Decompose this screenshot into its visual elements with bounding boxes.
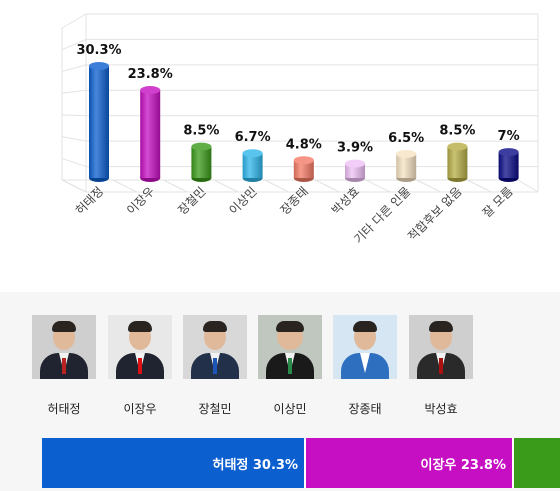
category-label: 허태정	[73, 184, 106, 217]
grid-line	[61, 13, 87, 29]
grid-line	[416, 179, 441, 193]
grid-line	[365, 179, 391, 193]
bar-top	[498, 148, 519, 157]
candidate-name: 이장우	[123, 402, 157, 416]
candidate-name: 장철민	[198, 402, 232, 416]
bar	[345, 163, 365, 178]
share-bar-segment: 이장우 23.8%	[304, 438, 512, 488]
bar-top	[447, 142, 468, 151]
bar	[498, 152, 519, 178]
grid-line	[61, 136, 87, 142]
candidate-name: 장종태	[348, 402, 382, 416]
candidate-card: 이상민	[258, 315, 322, 416]
grid-line	[315, 179, 340, 193]
bar	[293, 160, 314, 178]
candidate-card: 이장우	[108, 315, 172, 416]
candidate-photo	[32, 315, 96, 379]
candidate-card: 박성효	[409, 315, 473, 416]
category-label: 잘 모름	[480, 184, 516, 220]
bar	[140, 90, 161, 178]
share-bar-label: 허태정 30.3%	[212, 457, 298, 473]
bar	[191, 146, 212, 178]
bar	[447, 146, 468, 178]
bar	[396, 153, 417, 178]
candidate-card: 장종태	[333, 315, 397, 416]
grid-line	[163, 179, 188, 193]
candidate-name: 박성효	[424, 402, 458, 416]
grid-line	[61, 114, 87, 117]
bar-chart: 30.3% 허태정 23.8% 이장우 8.5% 장철민 6.7% 이상민 4.8% 장종태 3.9…	[61, 13, 539, 247]
candidate-name: 허태정	[47, 402, 81, 416]
data-label: 6.7%	[235, 130, 271, 145]
data-label: 30.3%	[76, 43, 121, 58]
candidate-card: 장철민	[183, 315, 247, 416]
share-bar-segment	[512, 438, 560, 488]
candidate-photo	[333, 315, 397, 379]
candidate-card: 허태정	[32, 315, 96, 416]
share-bar: 허태정 30.3% 이장우 23.8%	[42, 438, 560, 488]
chart-svg: 30.3%허태정23.8%이장우8.5%장철민6.7%이상민4.8%장종태3.9…	[61, 13, 539, 246]
data-label: 7%	[498, 129, 520, 144]
grid-line	[61, 157, 87, 168]
category-label: 적합후보 없음	[405, 184, 464, 243]
share-bar-segment: 허태정 30.3%	[42, 438, 304, 488]
candidate-name: 이상민	[273, 402, 307, 416]
grid-line	[61, 179, 87, 193]
bar-top	[140, 86, 161, 95]
data-label: 3.9%	[337, 141, 373, 156]
bar-top	[89, 62, 109, 70]
data-label: 8.5%	[439, 124, 475, 139]
category-label: 이장우	[124, 184, 157, 217]
grid-line	[213, 179, 239, 193]
bar-top	[242, 149, 263, 158]
bar	[242, 153, 263, 178]
grid-line	[517, 179, 539, 193]
grid-line	[264, 179, 289, 193]
candidate-photo	[258, 315, 322, 379]
category-label: 장철민	[175, 184, 208, 217]
bar-top	[191, 142, 212, 151]
grid-line	[61, 38, 87, 51]
grid-line	[112, 179, 137, 193]
data-label: 23.8%	[128, 67, 173, 82]
data-label: 4.8%	[286, 137, 322, 152]
bar-top	[345, 159, 365, 168]
grid-line	[61, 64, 87, 72]
grid-line	[61, 89, 87, 94]
candidate-photo	[409, 315, 473, 379]
bar-top	[293, 156, 314, 165]
candidate-photo	[108, 315, 172, 379]
share-bar-label: 이장우 23.8%	[420, 457, 506, 473]
data-label: 8.5%	[183, 124, 219, 139]
bar-top	[396, 149, 417, 158]
data-label: 6.5%	[388, 131, 424, 146]
bar	[89, 66, 109, 178]
grid-line	[467, 179, 492, 193]
candidate-photo	[183, 315, 247, 379]
